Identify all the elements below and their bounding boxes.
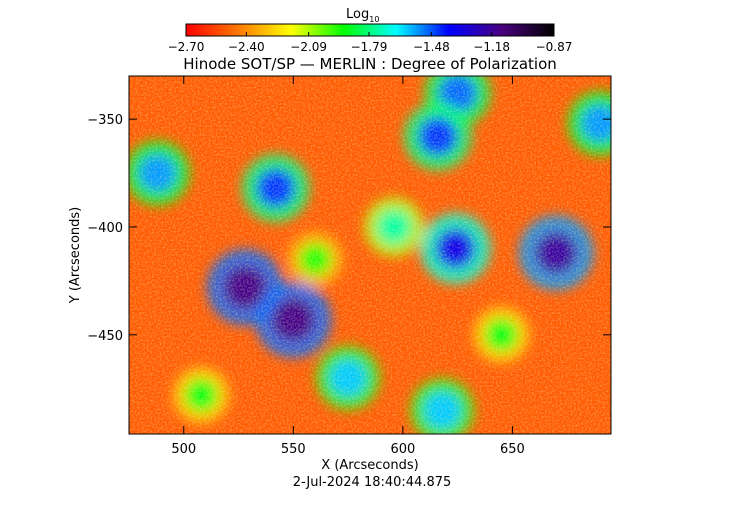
colorbar-tick-label: −2.09 — [290, 40, 327, 54]
x-axis-label: X (Arcseconds) — [321, 458, 418, 473]
colorbar-ticks: −2.70 −2.40 −2.09 −1.79 −1.48 −1.18 −0.87 — [168, 32, 573, 54]
colorbar-tick-label: −1.79 — [351, 40, 388, 54]
x-tick-label: 550 — [281, 442, 306, 457]
y-tick-label: −450 — [87, 329, 123, 344]
heatmap — [129, 76, 611, 434]
colorbar-tick-label: −0.87 — [536, 40, 573, 54]
x-tick-label: 650 — [500, 442, 525, 457]
colorbar-label: Log10 — [346, 7, 379, 24]
x-tick-label: 600 — [390, 442, 415, 457]
colorbar — [185, 23, 555, 37]
chart-title: Hinode SOT/SP — MERLIN : Degree of Polar… — [183, 55, 557, 73]
plot-frame — [128, 75, 612, 435]
heatmap-texture — [129, 76, 611, 434]
y-axis-label: Y (Arcseconds) — [68, 207, 83, 304]
colorbar-tick-label: −2.70 — [168, 40, 205, 54]
y-axis: −350 −400 −450 — [87, 113, 611, 344]
colorbar-tick-label: −1.18 — [473, 40, 510, 54]
x-tick-label: 500 — [171, 442, 196, 457]
y-tick-label: −400 — [87, 221, 123, 236]
timestamp: 2-Jul-2024 18:40:44.875 — [293, 475, 452, 490]
y-tick-label: −350 — [87, 113, 123, 128]
x-axis: 500 550 600 650 — [171, 76, 525, 457]
colorbar-tick-label: −2.40 — [228, 40, 265, 54]
colorbar-tick-label: −1.48 — [413, 40, 450, 54]
